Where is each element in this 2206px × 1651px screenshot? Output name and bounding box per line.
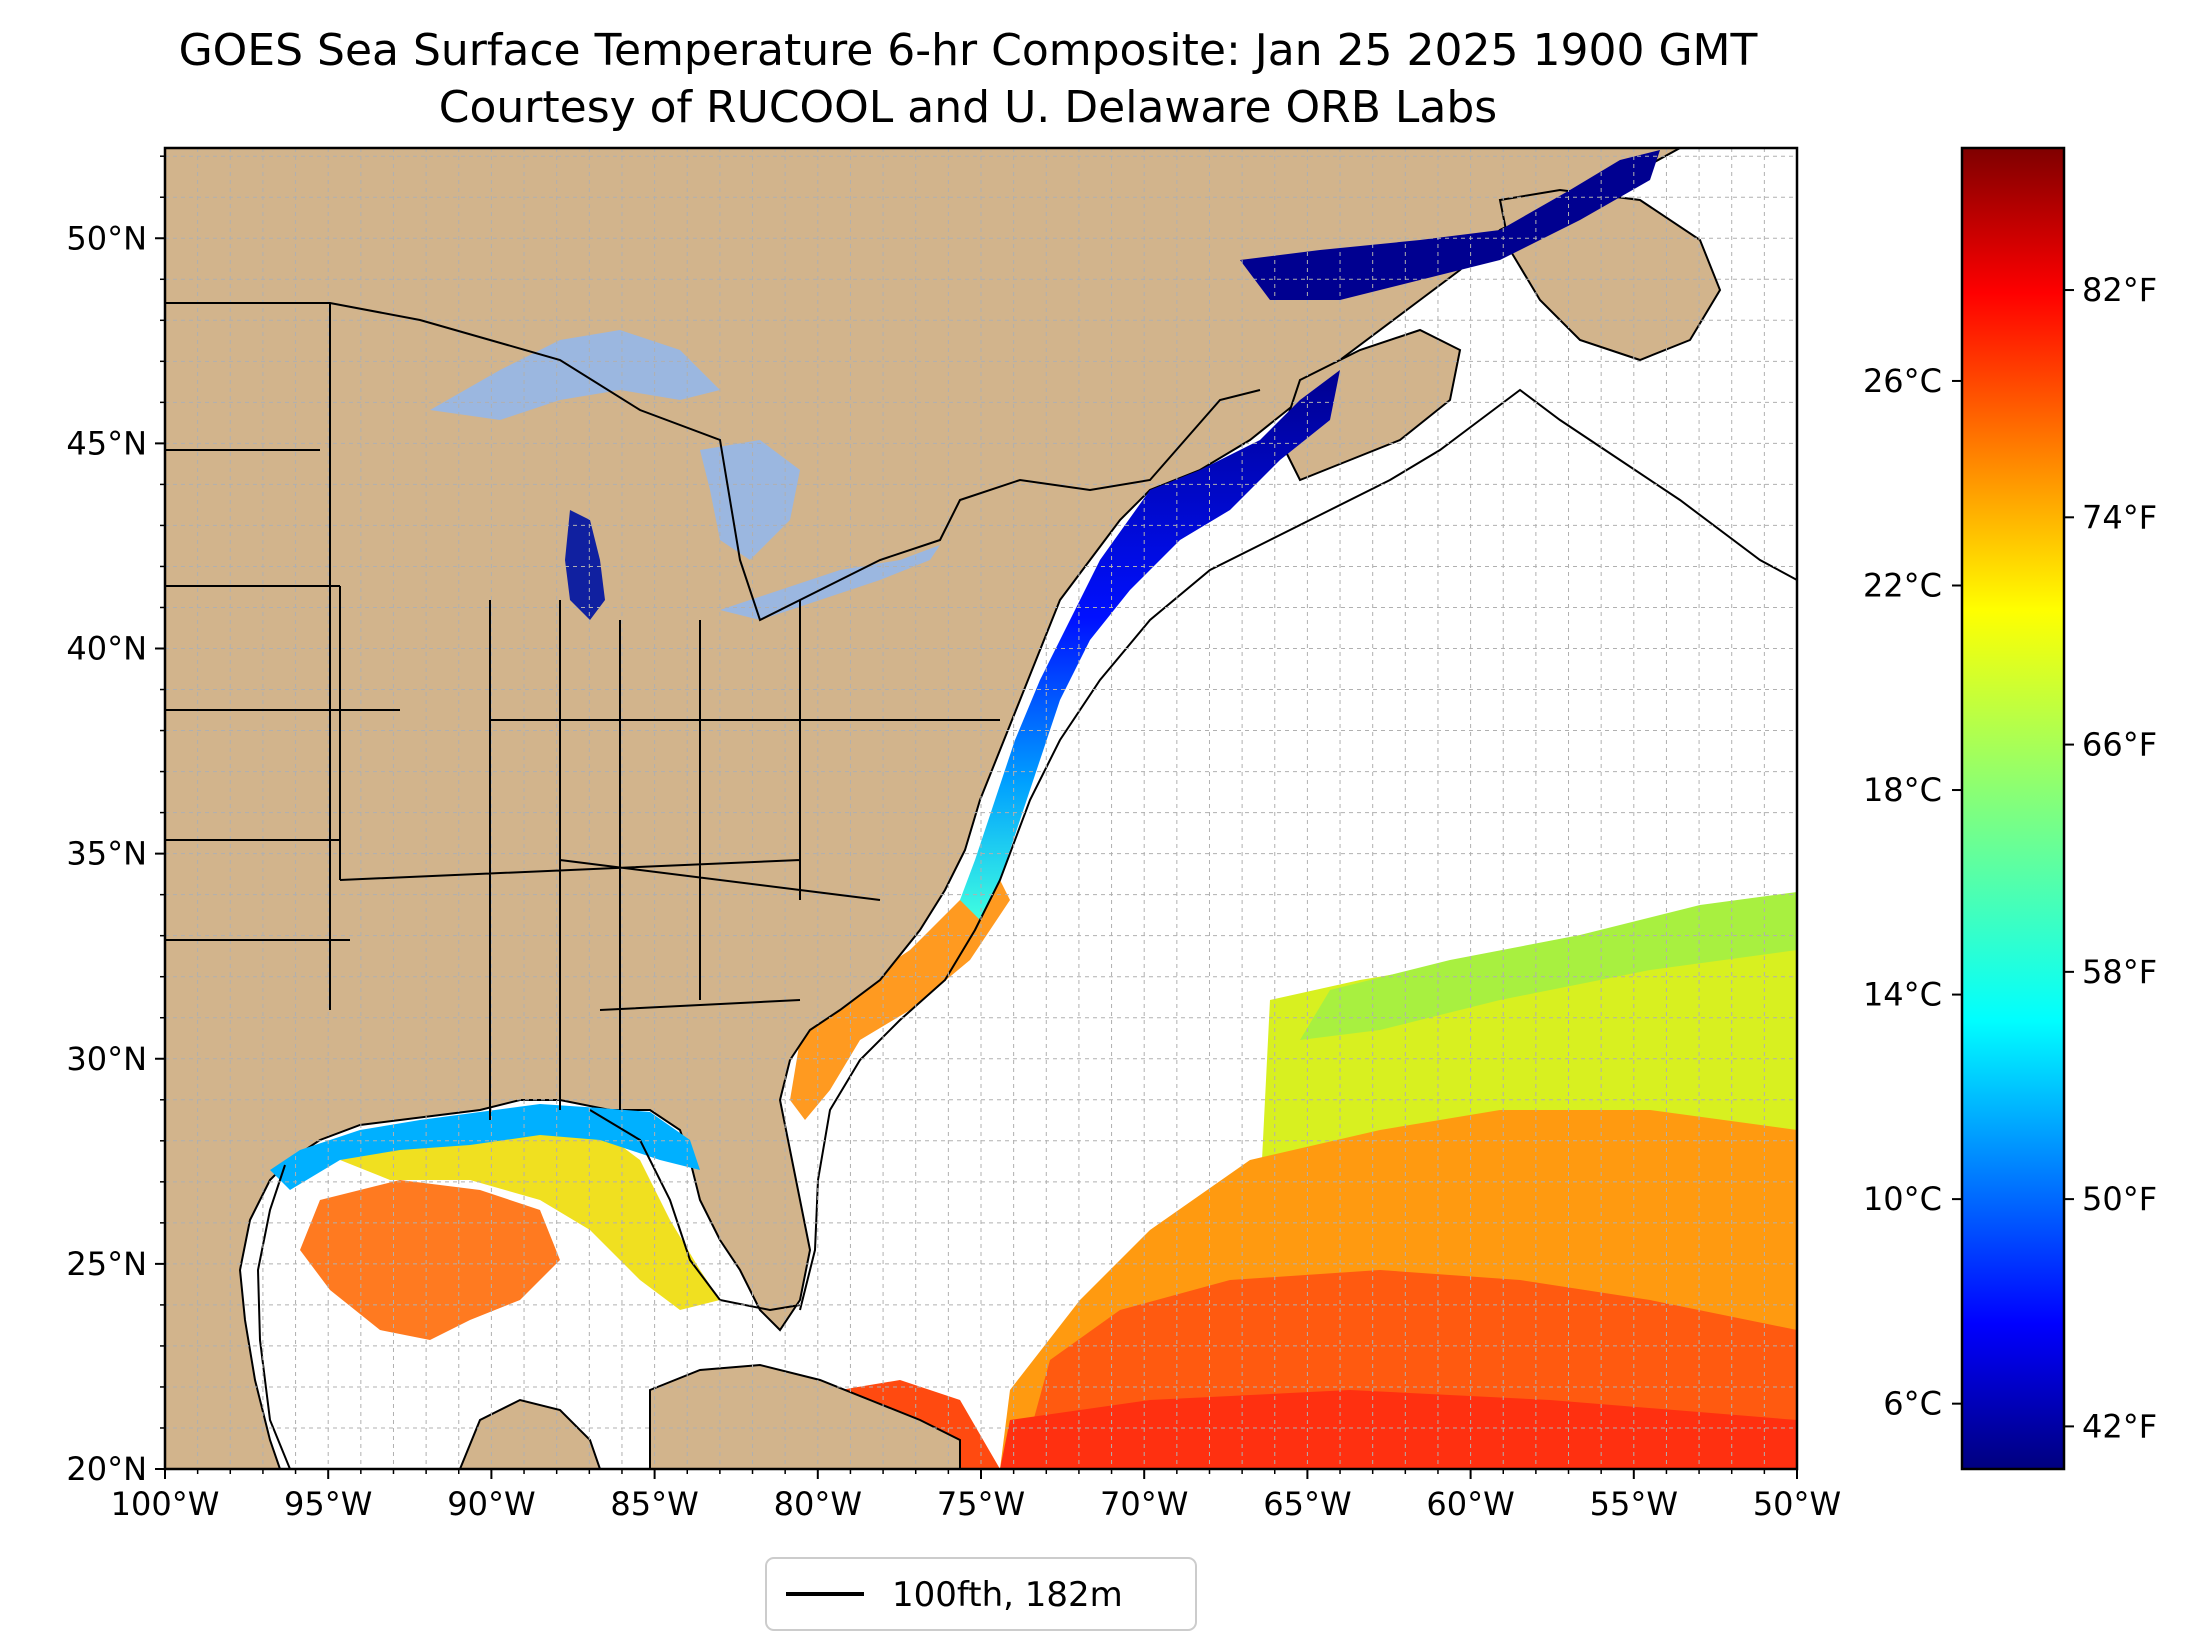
map-panel [165,148,1797,1469]
sst-gulf-stream [790,870,1010,1120]
x-tick-label: 65°W [1263,1485,1351,1523]
sst-cold-coastal-band [960,370,1340,920]
y-tick-label: 30°N [66,1040,147,1078]
sst-field [300,870,1797,1469]
y-tick-label: 45°N [66,424,147,462]
isobath-gulf [256,1109,801,1469]
f-tick-label: 66°F [2082,726,2157,764]
c-tick-label: 6°C [1883,1385,1942,1423]
x-tick-label: 90°W [447,1485,535,1523]
state-lines [165,303,1000,1120]
maritimes-land [1278,328,1462,482]
x-tick-label: 55°W [1590,1485,1678,1523]
x-tick-label: 60°W [1426,1485,1514,1523]
latitude-axis: 20°N 25°N 30°N 35°N 40°N 45°N 50°N [66,155,165,1488]
yucatan-land [458,1398,602,1469]
lake-erie-ontario [720,545,940,620]
x-tick-label: 70°W [1100,1485,1188,1523]
f-tick-label: 58°F [2082,953,2157,991]
us-canada-border [165,302,1261,622]
f-tick-label: 74°F [2082,498,2157,536]
legend: 100fth, 182m [765,1557,1197,1631]
political-borders [165,302,1261,1120]
f-tick-label: 50°F [2082,1180,2157,1218]
title-line-2: Courtesy of RUCOOL and U. Delaware ORB L… [439,82,1497,133]
sst-gulf-mexico-yellow [340,1120,720,1310]
c-tick-label: 26°C [1863,362,1942,400]
c-tick-label: 14°C [1863,976,1942,1014]
title-line-1: GOES Sea Surface Temperature 6-hr Compos… [179,25,1758,76]
x-tick-label: 80°W [774,1485,862,1523]
sst-green-band [1300,892,1797,1040]
lake-superior [430,330,720,420]
y-tick-label: 35°N [66,835,147,873]
x-tick-label: 95°W [284,1485,372,1523]
y-tick-label: 50°N [66,219,147,257]
colorbar: 6°C 10°C 14°C 18°C 22°C 26°C 42°F 50°F 58°F 66°F… [1863,146,2157,1471]
isobath-atlantic [799,388,1797,1311]
cuba-land [649,1363,961,1469]
legend-box [765,1557,1197,1631]
legend-label: 100fth, 182m [892,1575,1123,1615]
x-tick-label: 75°W [937,1485,1025,1523]
x-tick-label: 85°W [610,1485,698,1523]
colorbar-fahrenheit-ticks: 42°F 50°F 58°F 66°F 74°F 82°F [2064,271,2157,1445]
isobath-100fth [256,388,1797,1469]
x-tick-label: 100°W [111,1485,220,1523]
y-tick-label: 20°N [66,1450,147,1488]
graticule [165,148,1797,1469]
f-tick-label: 42°F [2082,1407,2157,1445]
colorbar-celsius-ticks: 6°C 10°C 14°C 18°C 22°C 26°C [1863,362,1962,1423]
sst-cold-northeast [1240,150,1660,300]
c-tick-label: 18°C [1863,771,1942,809]
c-tick-label: 22°C [1863,566,1942,604]
sst-red-strip [1000,1390,1797,1469]
x-tick-label: 50°W [1753,1485,1841,1523]
colorbar-gradient [1960,146,2066,1471]
sst-gulf-coastal [270,1104,700,1190]
sst-gulf-mexico-warm [300,1180,560,1340]
y-tick-label: 25°N [66,1245,147,1283]
c-tick-label: 10°C [1863,1180,1942,1218]
f-tick-label: 82°F [2082,271,2157,309]
lake-michigan [565,510,605,620]
longitude-axis: 100°W 95°W 90°W 85°W 80°W 75°W 70°W 65°W 60°W 55°… [111,1469,1841,1523]
y-tick-label: 40°N [66,630,147,668]
